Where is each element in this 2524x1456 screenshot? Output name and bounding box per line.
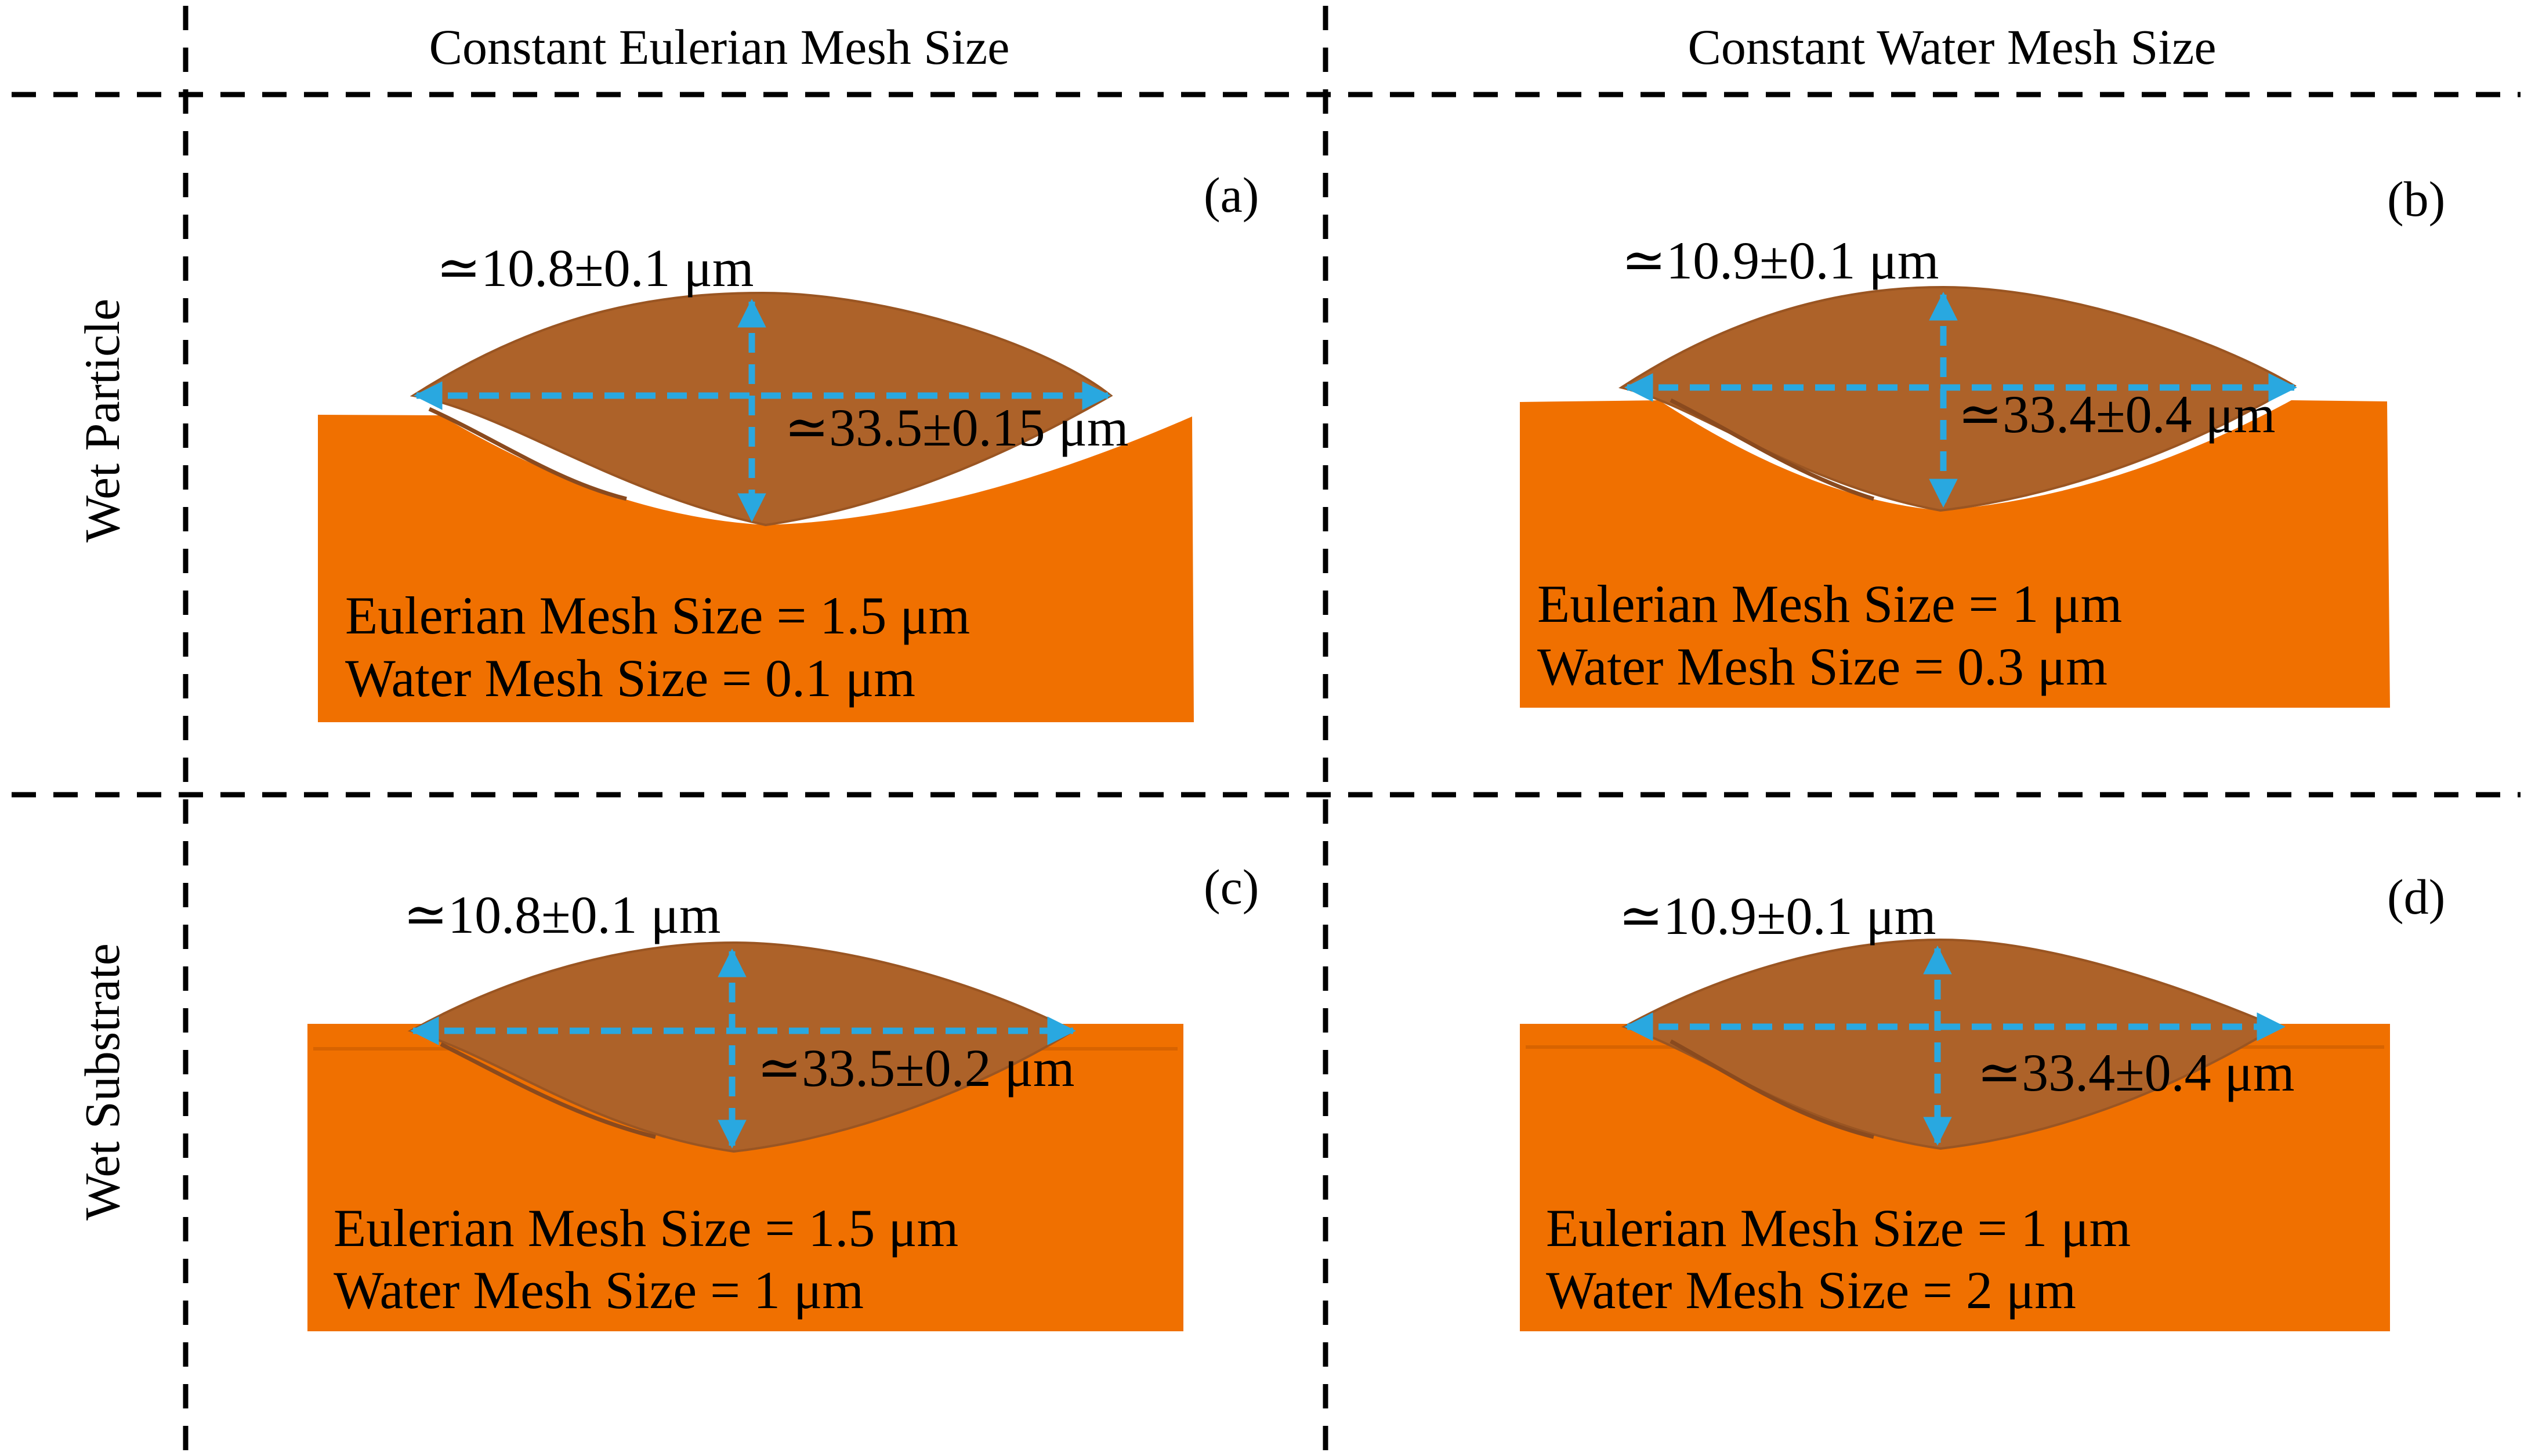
water-mesh-size: Water Mesh Size = 0.1 μm	[345, 649, 915, 708]
width-measurement: ≃33.4±0.4 μm	[1977, 1043, 2294, 1102]
crater-shadow	[428, 407, 627, 501]
panel-a: (a) ≃10.8±0.1 μm ≃33.5±0.15 μm Eulerian …	[318, 167, 1259, 722]
height-measurement: ≃10.9±0.1 μm	[1618, 886, 1936, 946]
water-mesh-size: Water Mesh Size = 1 μm	[334, 1261, 864, 1320]
panel-label: (d)	[2387, 869, 2445, 925]
width-measurement: ≃33.5±0.15 μm	[784, 398, 1128, 457]
water-mesh-size: Water Mesh Size = 2 μm	[1546, 1261, 2076, 1320]
crater-shadow	[1670, 1039, 1874, 1139]
panel-label: (a)	[1204, 167, 1259, 223]
panel-label: (b)	[2387, 171, 2445, 227]
column-header-water: Constant Water Mesh Size	[1688, 19, 2216, 75]
grid-lines	[12, 6, 2521, 1450]
eulerian-mesh-size: Eulerian Mesh Size = 1 μm	[1537, 574, 2122, 633]
column-header-eulerian: Constant Eulerian Mesh Size	[429, 19, 1010, 75]
height-measurement: ≃10.8±0.1 μm	[436, 238, 754, 298]
height-measurement: ≃10.8±0.1 μm	[403, 885, 720, 944]
width-measurement: ≃33.5±0.2 μm	[757, 1038, 1074, 1098]
water-mesh-size: Water Mesh Size = 0.3 μm	[1537, 637, 2107, 696]
substrate-block	[307, 1024, 1183, 1331]
crater-shadow	[1670, 398, 1875, 501]
substrate-block	[1520, 1024, 2390, 1331]
eulerian-mesh-size: Eulerian Mesh Size = 1 μm	[1546, 1198, 2131, 1258]
crater-shadow	[440, 1042, 656, 1139]
panel-c: (c) ≃10.8±0.1 μm ≃33.5±0.2 μm Eulerian M…	[307, 859, 1259, 1331]
eulerian-mesh-size: Eulerian Mesh Size = 1.5 μm	[334, 1198, 958, 1258]
height-measurement: ≃10.9±0.1 μm	[1621, 231, 1939, 290]
panel-label: (c)	[1204, 859, 1259, 915]
substrate-block	[1520, 400, 2390, 708]
panel-b: (b) ≃10.9±0.1 μm ≃33.4±0.4 μm Eulerian M…	[1520, 171, 2445, 708]
eulerian-mesh-size: Eulerian Mesh Size = 1.5 μm	[345, 586, 970, 645]
panel-d: (d) ≃10.9±0.1 μm ≃33.4±0.4 μm Eulerian M…	[1520, 869, 2445, 1331]
row-header-wet-particle: Wet Particle	[74, 299, 130, 543]
substrate-block	[318, 415, 1194, 722]
row-header-wet-substrate: Wet Substrate	[74, 943, 130, 1220]
width-measurement: ≃33.4±0.4 μm	[1958, 385, 2275, 444]
